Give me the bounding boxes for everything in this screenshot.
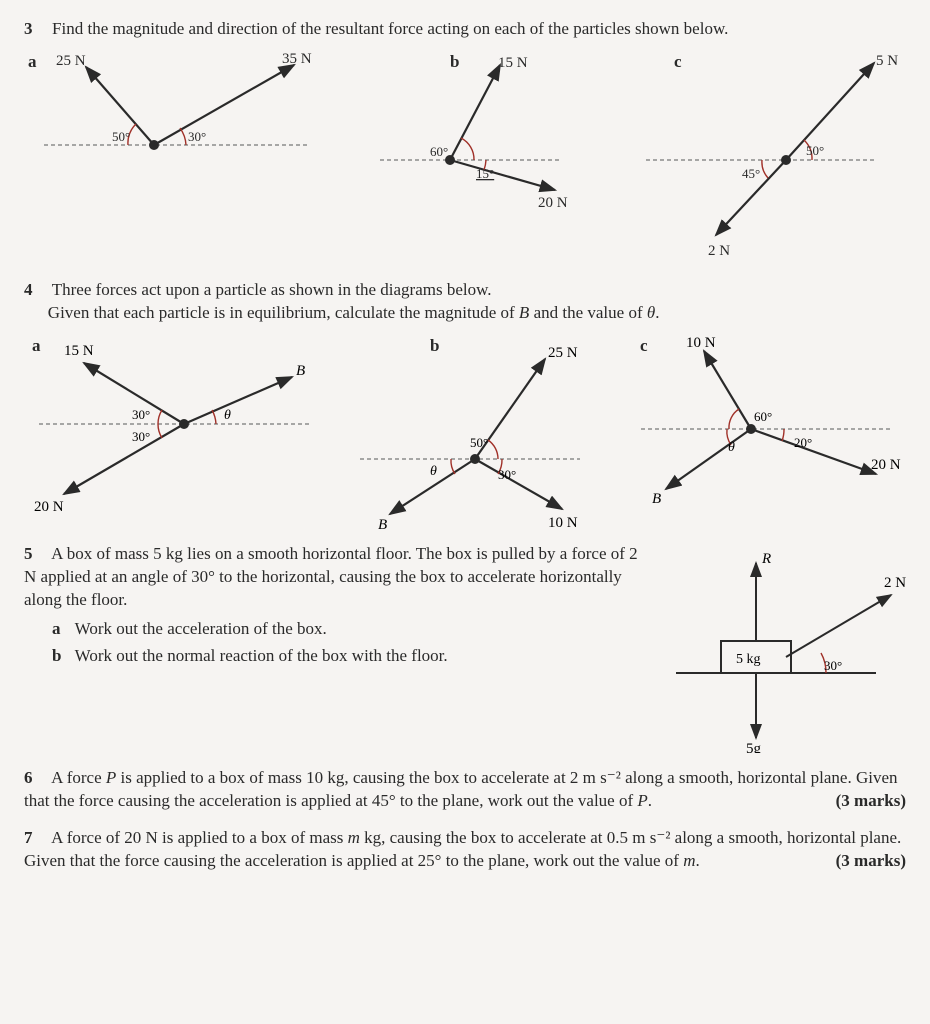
q5a-label: a [52, 618, 71, 641]
q3-prompt: Find the magnitude and direction of the … [52, 19, 728, 38]
q3c-f1-mag: 5 N [876, 53, 898, 69]
q3c-cell: c 5 N 2 N 50° 45° [626, 45, 906, 265]
q3-prompt-line: 3 Find the magnitude and direction of th… [24, 18, 906, 41]
q7-marks: (3 marks) [836, 850, 906, 873]
question-4: 4 Three forces act upon a particle as sh… [24, 279, 906, 529]
question-3: 3 Find the magnitude and direction of th… [24, 18, 906, 265]
q4b-svg: 25 N 10 N B 50° 30° θ [330, 329, 620, 529]
q4c-label: c [640, 335, 648, 358]
q6-marks: (3 marks) [836, 790, 906, 813]
q4b-label: b [430, 335, 439, 358]
q5a-text: Work out the acceleration of the box. [75, 619, 327, 638]
q3-diagram-row: a 25 N 35 N 50° [24, 45, 906, 265]
q4a-theta: θ [224, 408, 231, 423]
q5b-text: Work out the normal reaction of the box … [75, 646, 448, 665]
q4-line1-row: 4 Three forces act upon a particle as sh… [24, 279, 906, 302]
q4-diagram-row: a 15 N 20 N B 30° [24, 329, 906, 529]
q4a-a1: 30° [132, 407, 150, 422]
q4b-B: B [378, 517, 387, 529]
q4-line2-mid: and the value of [529, 303, 647, 322]
q4a-B: B [296, 363, 305, 379]
q4c-a1: 60° [754, 409, 772, 424]
q5b-row: b Work out the normal reaction of the bo… [52, 645, 654, 668]
q4b-a2: 30° [498, 467, 516, 482]
q7-number: 7 [24, 827, 48, 850]
q3b-f2-mag: 20 N [538, 195, 568, 211]
q4-line2-pre: Given that each particle is in equilibri… [48, 303, 519, 322]
q3c-a1: 50° [806, 143, 824, 158]
q4b-up: 25 N [548, 345, 578, 361]
q4-number: 4 [24, 279, 48, 302]
q3a-a1: 50° [112, 129, 130, 144]
q6-mid: is applied to a box of mass 10 kg, causi… [24, 768, 898, 810]
q3a-f2-mag: 35 N [282, 51, 312, 67]
q6-post: . [648, 791, 652, 810]
q3a-a2: 30° [188, 129, 206, 144]
q5-svg: 5 kg R 5g 2 N 30° [666, 543, 906, 753]
q3b-f1-mag: 15 N [498, 55, 528, 71]
q3a-label: a [28, 51, 37, 74]
q3c-f2-mag: 2 N [708, 243, 730, 259]
q6-pre: A force [51, 768, 106, 787]
q4c-right: 20 N [871, 457, 901, 473]
q3c-a2: 45° [742, 166, 760, 181]
q4b-down: 10 N [548, 515, 578, 529]
q3a-cell: a 25 N 35 N 50° [24, 45, 324, 215]
q6-P1: P [106, 768, 116, 787]
q4c-svg: 10 N 20 N B 60° 20° θ [626, 329, 906, 529]
q4a-a2: 30° [132, 429, 150, 444]
q3b-a1: 60° [430, 144, 448, 159]
q4c-a2: 20° [794, 435, 812, 450]
q5-text: A box of mass 5 kg lies on a smooth hori… [24, 544, 638, 609]
q4c-B: B [652, 491, 661, 507]
q4-line2-theta: θ [647, 303, 655, 322]
q5-mass: 5 kg [736, 652, 761, 667]
q3b-svg: 15 N 20 N 60° 15° [330, 45, 620, 235]
q3b-cell: b 15 N 20 N 60° 15° [330, 45, 620, 235]
q5b-label: b [52, 645, 71, 668]
q5-R: R [761, 551, 771, 567]
q4a-cell: a 15 N 20 N B 30° [24, 329, 324, 529]
q4c-theta: θ [728, 440, 735, 455]
q4-line2-row: Given that each particle is in equilibri… [48, 302, 906, 325]
q5-text-col: 5 A box of mass 5 kg lies on a smooth ho… [24, 543, 654, 668]
q4b-theta: θ [430, 464, 437, 479]
q7-m2: m [683, 851, 695, 870]
q5-angle: 30° [824, 658, 842, 673]
q5-diagram-col: 5 kg R 5g 2 N 30° [666, 543, 906, 753]
q4-line1: Three forces act upon a particle as show… [52, 280, 492, 299]
q3c-svg: 5 N 2 N 50° 45° [626, 45, 906, 265]
q3a-svg: 25 N 35 N 50° 30° [24, 45, 324, 215]
q7-post: . [695, 851, 699, 870]
q4b-cell: b 25 N 10 N B 50° [330, 329, 620, 529]
q3c-label: c [674, 51, 682, 74]
q4-line2-B: B [519, 303, 529, 322]
q5-subparts: a Work out the acceleration of the box. … [52, 618, 654, 668]
q4a-up: 15 N [64, 343, 94, 359]
q6-number: 6 [24, 767, 48, 790]
q6-P2: P [637, 791, 647, 810]
question-5: 5 A box of mass 5 kg lies on a smooth ho… [24, 543, 906, 753]
q4c-cell: c 10 N 20 N B 60° [626, 329, 906, 529]
q3b-a2: 15° [476, 166, 494, 181]
q4b-a1: 50° [470, 435, 488, 450]
q7-pre: A force of 20 N is applied to a box of m… [51, 828, 348, 847]
q4a-svg: 15 N 20 N B 30° 30° θ [24, 329, 324, 529]
q4-line2-post: . [655, 303, 659, 322]
q5-prompt-row: 5 A box of mass 5 kg lies on a smooth ho… [24, 543, 654, 612]
q3b-label: b [450, 51, 459, 74]
question-6: 6 A force P is applied to a box of mass … [24, 767, 906, 813]
q5a-row: a Work out the acceleration of the box. [52, 618, 654, 641]
q4c-up: 10 N [686, 335, 716, 351]
q5-number: 5 [24, 543, 48, 566]
q4a-label: a [32, 335, 41, 358]
question-7: 7 A force of 20 N is applied to a box of… [24, 827, 906, 873]
q7-m1: m [348, 828, 360, 847]
q3-number: 3 [24, 18, 48, 41]
q5-force: 2 N [884, 575, 906, 591]
q5-weight: 5g [746, 741, 762, 753]
q4a-down: 20 N [34, 499, 64, 515]
q3a-f1-mag: 25 N [56, 53, 86, 69]
